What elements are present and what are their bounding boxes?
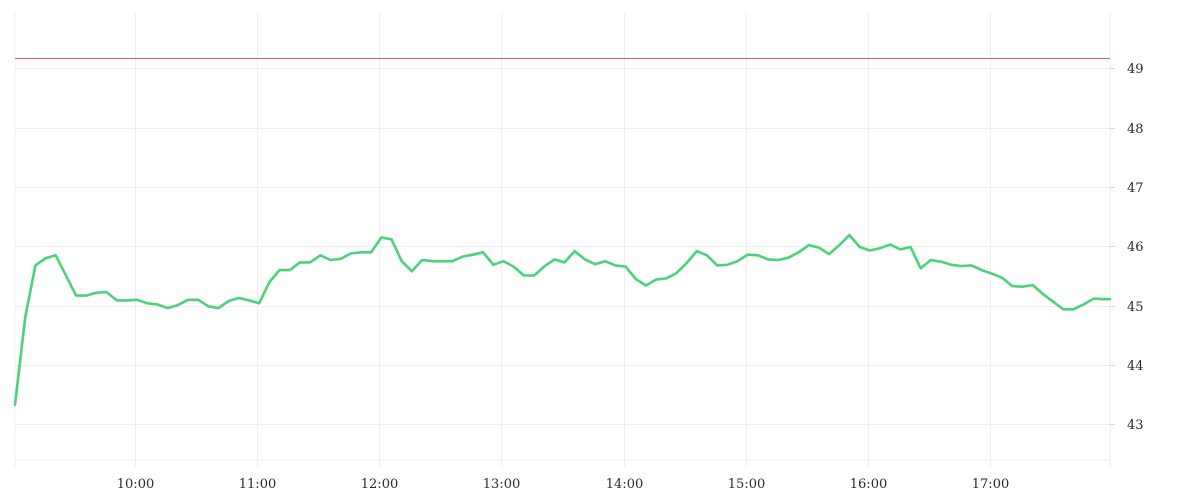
x-tick-label: 13:00 [483, 477, 520, 492]
y-tick-label: 49 [1127, 62, 1144, 77]
x-tick-label: 16:00 [850, 477, 887, 492]
series-layer [13, 233, 1112, 407]
y-tick-label: 48 [1127, 122, 1144, 137]
x-tick-label: 14:00 [606, 477, 643, 492]
y-tick-label: 43 [1127, 418, 1144, 433]
y-tick-label: 44 [1127, 359, 1144, 374]
x-tick-label: 17:00 [972, 477, 1009, 492]
axes [14, 12, 1115, 468]
tick-labels: 43 44 45 46 47 48 49 10:00 11:00 12:00 13:00 14:00 1… [117, 62, 1144, 492]
y-tick-label: 47 [1127, 181, 1144, 196]
grid [15, 12, 1110, 468]
x-tick-label: 11:00 [239, 477, 276, 492]
x-tick-label: 12:00 [361, 477, 398, 492]
series-line-1 [13, 233, 1112, 407]
y-tick-label: 46 [1127, 240, 1144, 255]
x-tick-label: 10:00 [117, 477, 154, 492]
y-tick-label: 45 [1127, 300, 1144, 315]
x-tick-label: 15:00 [728, 477, 765, 492]
